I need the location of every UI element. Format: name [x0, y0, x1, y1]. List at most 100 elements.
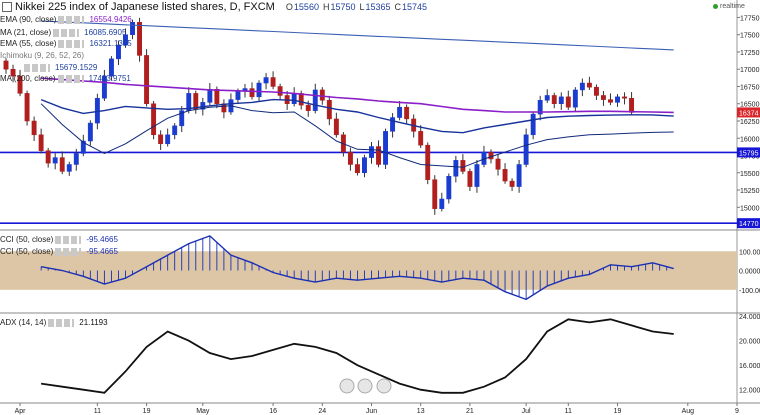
- candle-body: [59, 157, 65, 172]
- candle-body: [172, 125, 178, 136]
- adx-legend-buttons-icon[interactable]: [48, 318, 75, 327]
- candle-body: [502, 169, 508, 182]
- realtime-indicator: realtime: [713, 3, 745, 10]
- candle-body: [565, 96, 571, 108]
- indicator-unnamed-buttons-icon[interactable]: [24, 63, 50, 72]
- candle-body: [10, 68, 16, 77]
- candle-body: [214, 88, 220, 104]
- indicator-ma21-buttons-icon[interactable]: [53, 28, 80, 37]
- price-tag-box-2: [737, 147, 760, 158]
- candle-body: [516, 164, 522, 187]
- indicator-ema90-value: 16554.9426: [89, 15, 132, 24]
- cci-legend-value-1: -95.4665: [86, 235, 118, 244]
- indicator-ema55-row[interactable]: EMA (55, close) 16321.1355: [0, 38, 132, 49]
- candle-body: [235, 91, 241, 100]
- candle-body: [362, 157, 367, 174]
- indicator-ichimoku-label: Ichimoku (9, 26, 52, 26): [0, 51, 85, 60]
- candle-body: [354, 164, 360, 174]
- adx-legend-value: 21.1193: [79, 318, 108, 327]
- price-tag-label-2: 15795: [739, 150, 759, 157]
- ohlc-close-label: C: [394, 2, 402, 12]
- time-tick-label: 19: [143, 408, 151, 415]
- collapse-box-icon[interactable]: [2, 2, 12, 13]
- candle-body: [425, 144, 431, 180]
- candle-body: [298, 93, 304, 106]
- cci-legend-buttons-icon-1[interactable]: [55, 235, 82, 244]
- indicator-ma200-row[interactable]: MA (200, close) 17423.9751: [0, 73, 131, 84]
- candle-body: [130, 22, 135, 35]
- time-tick-label: May: [196, 408, 210, 415]
- candle-body: [495, 158, 501, 170]
- candle-body: [3, 60, 9, 70]
- candle-body: [530, 113, 536, 136]
- ohlc-high-value: 15750: [330, 2, 356, 12]
- indicator-ema90-buttons-icon[interactable]: [58, 15, 85, 24]
- candle-body: [586, 82, 592, 88]
- cci-line: [40, 235, 674, 301]
- candle-body: [446, 175, 452, 200]
- adx-legend-row[interactable]: ADX (14, 14) 21.1193: [0, 317, 108, 328]
- nav-button-2-icon: [357, 378, 373, 394]
- ohlc-readout: O15560 H15750 L15365 C15745: [282, 2, 427, 12]
- indicator-ema55-buttons-icon[interactable]: [58, 39, 85, 48]
- candle-body: [397, 106, 403, 118]
- price-tag-box-1: [737, 107, 760, 118]
- candle-body: [263, 77, 269, 84]
- time-tick-label: 19: [614, 408, 622, 415]
- candle-body: [31, 120, 37, 136]
- candle-body: [52, 157, 58, 164]
- candle-body: [80, 140, 86, 154]
- ohlc-low-label: L: [359, 2, 365, 12]
- ohlc-open-value: 15560: [293, 2, 319, 12]
- cci-legend-buttons-icon-2[interactable]: [55, 247, 82, 256]
- candle-body: [453, 160, 459, 177]
- price-tick-label: 15000: [740, 205, 760, 212]
- candle-body: [537, 100, 543, 115]
- price-tick-label: 16250: [740, 119, 760, 126]
- time-tick-label: 16: [269, 408, 277, 415]
- candle-body: [144, 55, 150, 104]
- candle-body: [544, 95, 550, 101]
- chart-title-bar: Nikkei 225 index of Japanese listed shar…: [0, 0, 427, 14]
- candle-body: [474, 164, 480, 187]
- candle-body: [137, 22, 142, 56]
- cci-tick-label: -100.000: [739, 288, 760, 295]
- candle-body: [17, 75, 23, 94]
- candle-body: [376, 146, 381, 165]
- cci-tick-label: 100.0000: [739, 249, 760, 256]
- cci-legend-value-2: -95.4665: [86, 247, 118, 256]
- indicator-ma200-buttons-icon[interactable]: [57, 74, 84, 83]
- ohlc-open-label: O: [285, 2, 293, 12]
- price-tick-label: 15250: [740, 188, 760, 195]
- candle-body: [256, 82, 262, 98]
- indicator-ichimoku-row[interactable]: Ichimoku (9, 26, 52, 26): [0, 50, 84, 61]
- series-line-ma-200-close-: [41, 20, 674, 51]
- candle-body: [249, 88, 255, 98]
- indicator-ema55-value: 16321.1355: [89, 39, 132, 48]
- price-tick-label: 17000: [740, 67, 760, 74]
- cci-legend-row-1[interactable]: CCI (50, close) -95.4665: [0, 234, 118, 245]
- indicator-ma200-value: 17423.9751: [88, 74, 131, 83]
- indicator-ma21-row[interactable]: MA (21, close) 16085.6905: [0, 27, 126, 38]
- price-tick-label: 16750: [740, 84, 760, 91]
- candle-body: [418, 131, 424, 146]
- adx-tick-label: 20.0000: [739, 339, 760, 346]
- nav-button-1-icon: [339, 378, 355, 394]
- time-tick-label: 24: [318, 408, 326, 415]
- candle-body: [558, 96, 564, 104]
- indicator-ema90-row[interactable]: EMA (90, close) 16554.9426: [0, 14, 132, 25]
- nav-button-3-icon: [376, 378, 392, 394]
- candle-body: [369, 146, 374, 158]
- series-line-ema-90-close-: [41, 77, 674, 114]
- price-tag-label-3: 14770: [739, 221, 759, 228]
- candle-body: [66, 164, 72, 172]
- time-tick-label: 11: [565, 408, 572, 415]
- candle-body: [467, 171, 473, 187]
- price-tick-label: 17250: [740, 50, 760, 57]
- cci-legend-label-1: CCI (50, close): [0, 235, 54, 244]
- cci-legend-label-2: CCI (50, close): [0, 247, 54, 256]
- time-tick-label: Jun: [366, 408, 377, 415]
- indicator-unnamed-row[interactable]: 15679.1529: [0, 62, 97, 73]
- cci-legend-row-2[interactable]: CCI (50, close) -95.4665: [0, 246, 118, 257]
